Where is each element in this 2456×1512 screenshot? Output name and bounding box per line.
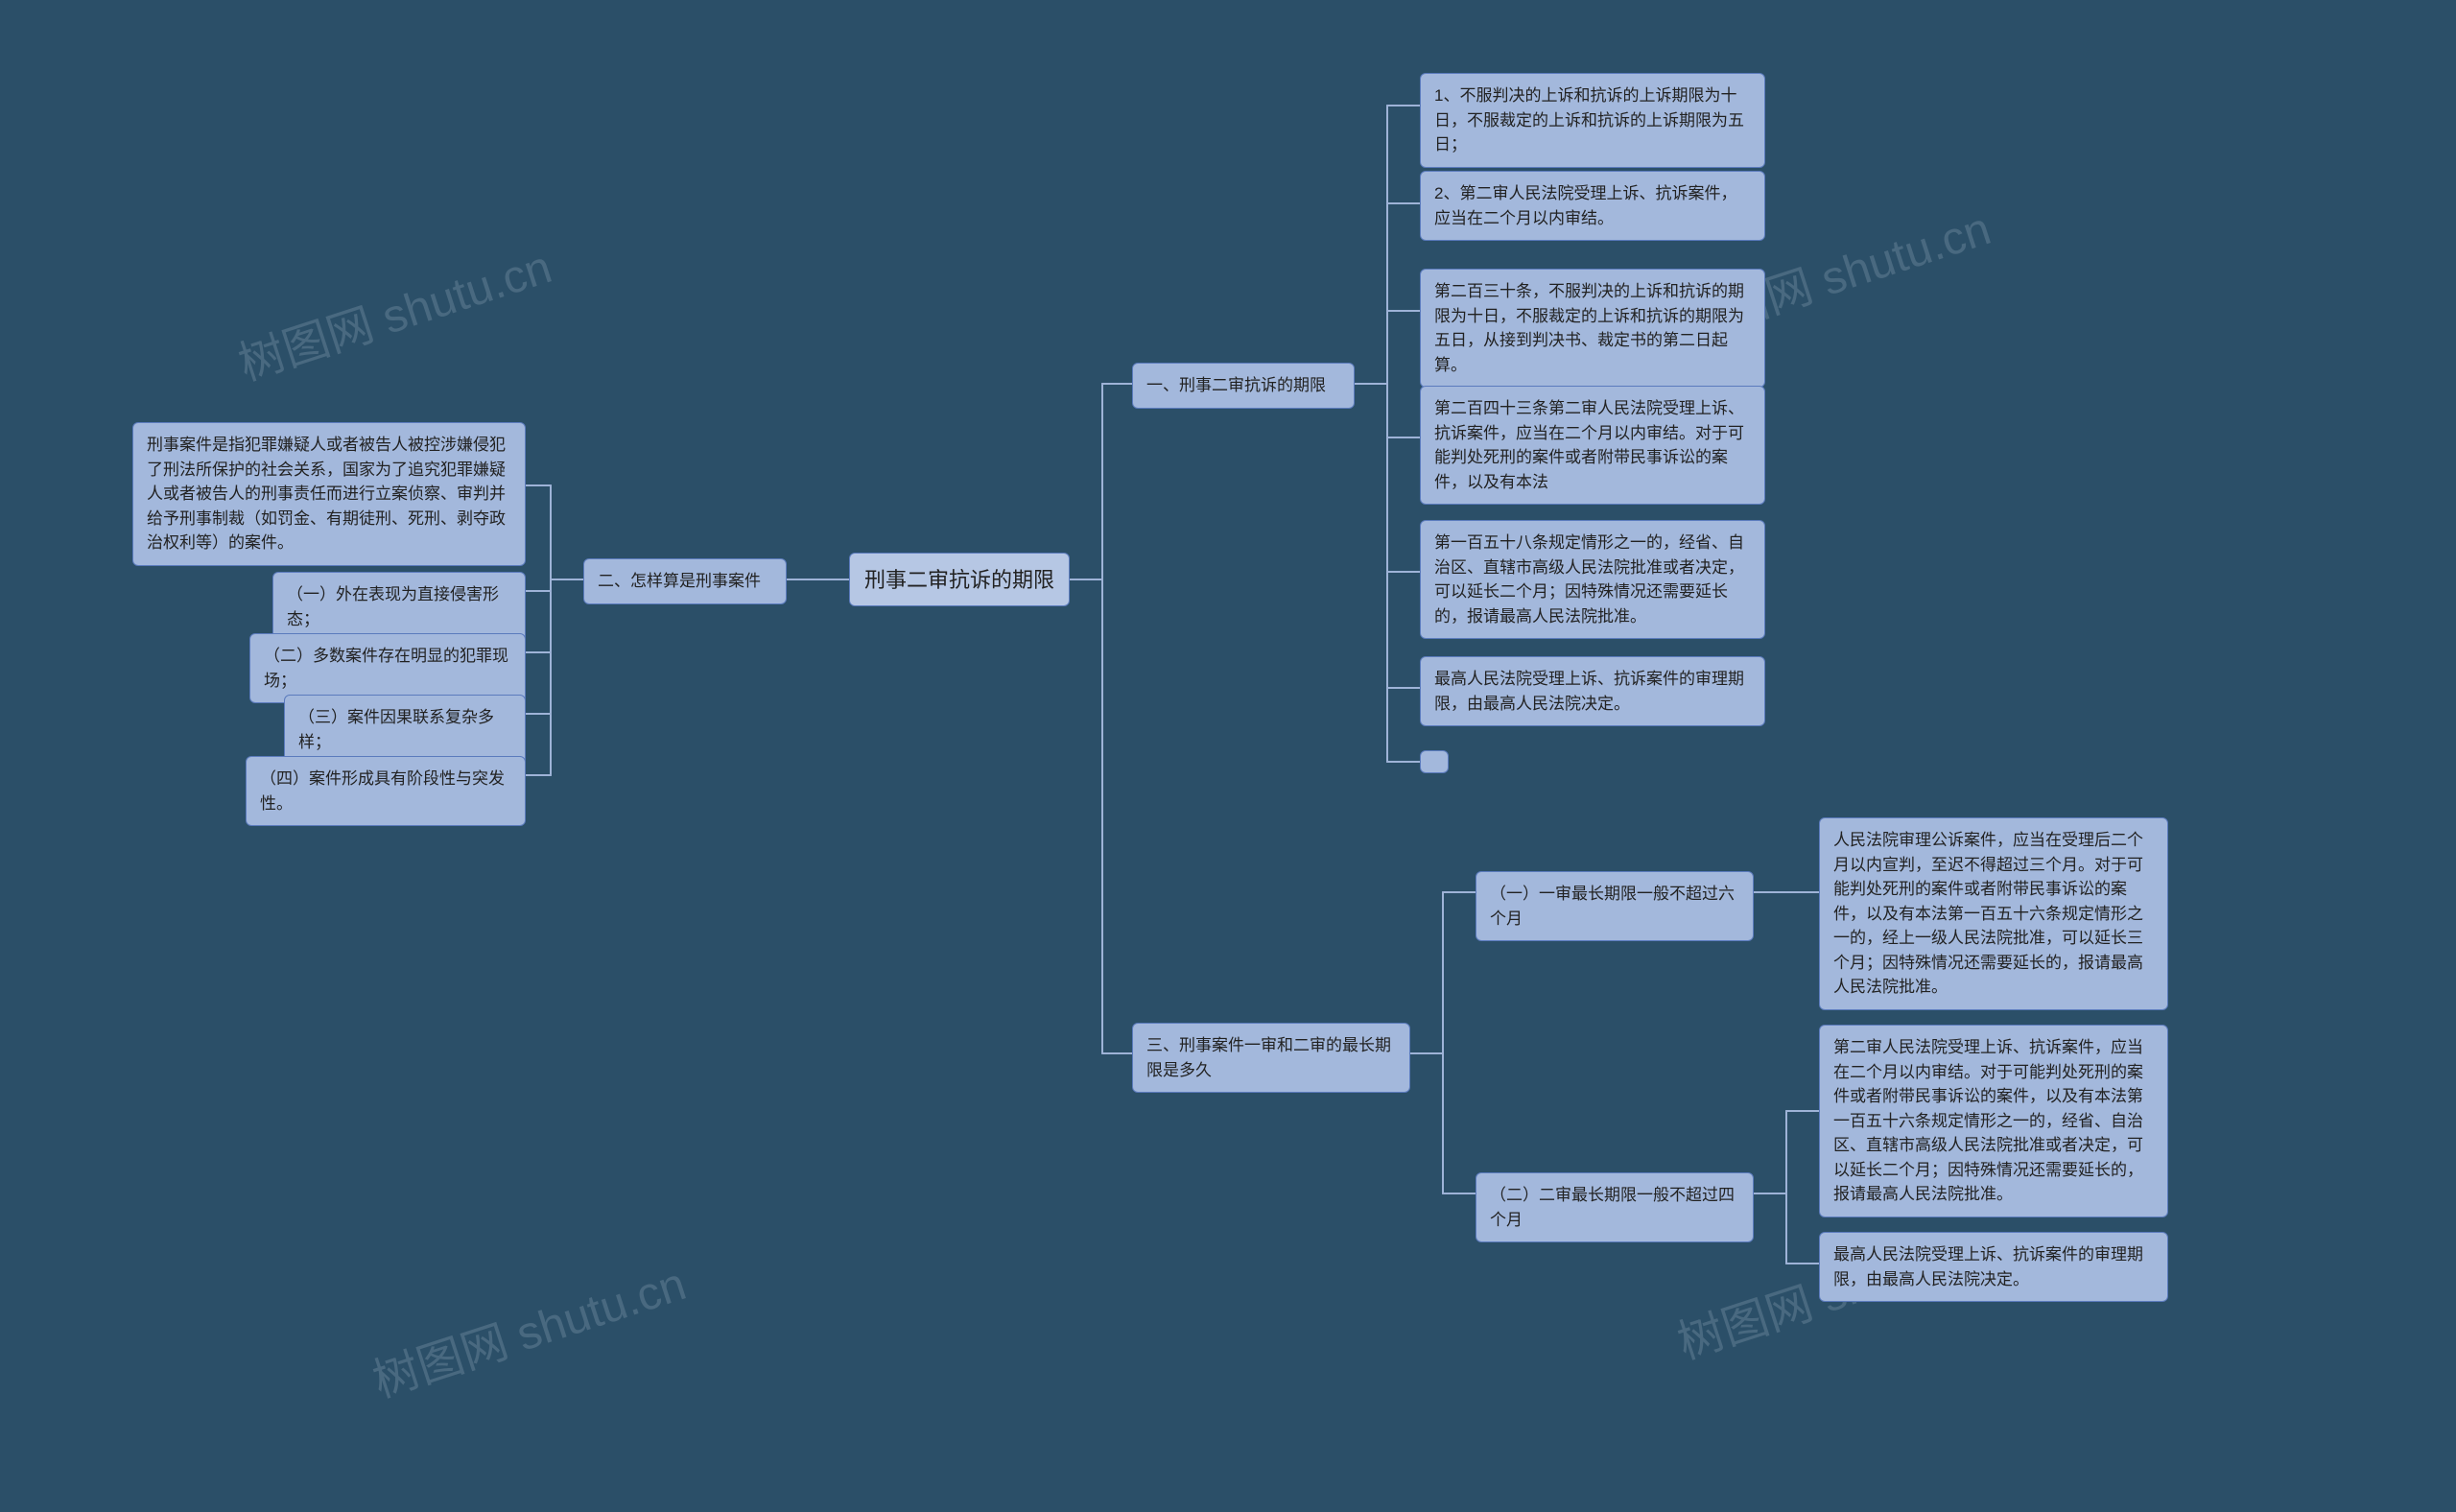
mindmap-node[interactable]: 第二百四十三条第二审人民法院受理上诉、抗诉案件，应当在二个月以内审结。对于可能判… bbox=[1420, 386, 1765, 505]
node-label: （二）多数案件存在明显的犯罪现场； bbox=[264, 644, 511, 693]
node-label: （三）案件因果联系复杂多样； bbox=[298, 705, 511, 754]
node-label: （二）二审最长期限一般不超过四个月 bbox=[1490, 1183, 1739, 1232]
mindmap-node[interactable]: 第二审人民法院受理上诉、抗诉案件，应当在二个月以内审结。对于可能判处死刑的案件或… bbox=[1819, 1025, 2168, 1217]
mindmap-canvas: 树图网 shutu.cn树图网 shutu.cn树图网 shutu.cn树图网 … bbox=[0, 0, 2456, 1512]
mindmap-node[interactable]: 第二百三十条，不服判决的上诉和抗诉的期限为十日，不服裁定的上诉和抗诉的期限为五日… bbox=[1420, 269, 1765, 388]
mindmap-node[interactable]: （二）二审最长期限一般不超过四个月 bbox=[1476, 1172, 1754, 1242]
mindmap-node[interactable]: 二、怎样算是刑事案件 bbox=[583, 558, 787, 604]
node-label: （四）案件形成具有阶段性与突发性。 bbox=[260, 767, 511, 815]
mindmap-node[interactable]: 最高人民法院受理上诉、抗诉案件的审理期限，由最高人民法院决定。 bbox=[1420, 656, 1765, 726]
node-label: 第一百五十八条规定情形之一的，经省、自治区、直辖市高级人民法院批准或者决定，可以… bbox=[1434, 531, 1751, 628]
node-label: 2、第二审人民法院受理上诉、抗诉案件，应当在二个月以内审结。 bbox=[1434, 181, 1751, 230]
mindmap-node[interactable]: 三、刑事案件一审和二审的最长期限是多久 bbox=[1132, 1023, 1410, 1093]
node-label: 1、不服判决的上诉和抗诉的上诉期限为十日，不服裁定的上诉和抗诉的上诉期限为五日； bbox=[1434, 83, 1751, 157]
mindmap-node[interactable]: （二）多数案件存在明显的犯罪现场； bbox=[249, 633, 526, 703]
mindmap-node[interactable]: 第一百五十八条规定情形之一的，经省、自治区、直辖市高级人民法院批准或者决定，可以… bbox=[1420, 520, 1765, 639]
root-node[interactable]: 刑事二审抗诉的期限 bbox=[849, 553, 1070, 606]
mindmap-node[interactable] bbox=[1420, 750, 1449, 773]
mindmap-node[interactable]: （四）案件形成具有阶段性与突发性。 bbox=[246, 756, 526, 826]
node-label: 最高人民法院受理上诉、抗诉案件的审理期限，由最高人民法院决定。 bbox=[1434, 667, 1751, 716]
node-label: 三、刑事案件一审和二审的最长期限是多久 bbox=[1146, 1033, 1396, 1082]
node-label: （一）外在表现为直接侵害形态； bbox=[287, 582, 511, 631]
mindmap-node[interactable]: 2、第二审人民法院受理上诉、抗诉案件，应当在二个月以内审结。 bbox=[1420, 171, 1765, 241]
node-label: 最高人民法院受理上诉、抗诉案件的审理期限，由最高人民法院决定。 bbox=[1833, 1242, 2154, 1291]
node-label: 一、刑事二审抗诉的期限 bbox=[1146, 373, 1326, 398]
mindmap-node[interactable]: 人民法院审理公诉案件，应当在受理后二个月以内宣判，至迟不得超过三个月。对于可能判… bbox=[1819, 817, 2168, 1010]
mindmap-node[interactable]: （一）一审最长期限一般不超过六个月 bbox=[1476, 871, 1754, 941]
node-label: 第二百四十三条第二审人民法院受理上诉、抗诉案件，应当在二个月以内审结。对于可能判… bbox=[1434, 396, 1751, 494]
node-label: 刑事二审抗诉的期限 bbox=[864, 564, 1054, 596]
node-label: 第二百三十条，不服判决的上诉和抗诉的期限为十日，不服裁定的上诉和抗诉的期限为五日… bbox=[1434, 279, 1751, 377]
mindmap-node[interactable]: 1、不服判决的上诉和抗诉的上诉期限为十日，不服裁定的上诉和抗诉的上诉期限为五日； bbox=[1420, 73, 1765, 168]
mindmap-node[interactable]: 一、刑事二审抗诉的期限 bbox=[1132, 363, 1355, 409]
node-label: 刑事案件是指犯罪嫌疑人或者被告人被控涉嫌侵犯了刑法所保护的社会关系，国家为了追究… bbox=[147, 433, 511, 555]
node-label: 二、怎样算是刑事案件 bbox=[598, 569, 761, 594]
mindmap-node[interactable]: 最高人民法院受理上诉、抗诉案件的审理期限，由最高人民法院决定。 bbox=[1819, 1232, 2168, 1302]
node-label: 第二审人民法院受理上诉、抗诉案件，应当在二个月以内审结。对于可能判处死刑的案件或… bbox=[1833, 1035, 2154, 1207]
mindmap-node[interactable]: 刑事案件是指犯罪嫌疑人或者被告人被控涉嫌侵犯了刑法所保护的社会关系，国家为了追究… bbox=[132, 422, 526, 566]
mindmap-node[interactable]: （三）案件因果联系复杂多样； bbox=[284, 695, 526, 765]
node-label: （一）一审最长期限一般不超过六个月 bbox=[1490, 882, 1739, 931]
node-label: 人民法院审理公诉案件，应当在受理后二个月以内宣判，至迟不得超过三个月。对于可能判… bbox=[1833, 828, 2154, 1000]
mindmap-node[interactable]: （一）外在表现为直接侵害形态； bbox=[272, 572, 526, 642]
